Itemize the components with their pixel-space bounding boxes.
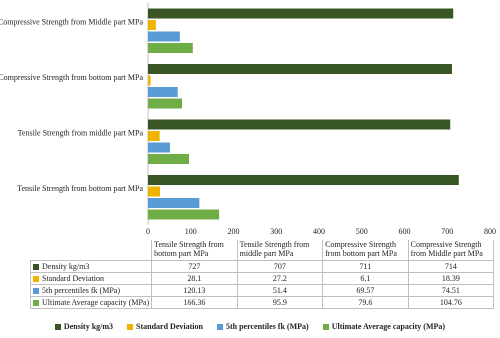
table-row: 5th percentiles fk (MPa) 120.13 51.4 69.57 7… xyxy=(29,284,495,297)
bar xyxy=(148,31,180,42)
legend-item: Density kg/m3 xyxy=(54,322,114,331)
table-row-header: Density kg/m3 xyxy=(29,260,153,273)
legend: Density kg/m3 Standard Deviation 5th perce… xyxy=(0,322,500,331)
table-cell: 18.39 xyxy=(407,272,495,285)
legend-item: Ultimate Average capacity (MPa) xyxy=(322,322,446,331)
table-series-name: Standard Deviation xyxy=(42,274,104,283)
y-tick-label: Tensile Strength from bottom part MPa xyxy=(17,184,143,193)
x-tick-label: 700 xyxy=(441,227,453,236)
x-tick-label: 300 xyxy=(270,227,282,236)
bar xyxy=(148,131,160,141)
legend-item: 5th percentiles fk (MPa) xyxy=(216,322,309,331)
x-tick-label: 800 xyxy=(484,227,496,236)
table-cell: 714 xyxy=(407,260,495,273)
data-table: Tensile Strength from bottom part MPa Ten… xyxy=(29,240,495,309)
table-swatch xyxy=(33,276,39,283)
table-cell: 95.9 xyxy=(236,296,324,309)
bar xyxy=(148,43,193,53)
table-row-header: Standard Deviation xyxy=(29,272,153,285)
x-tick-label: 100 xyxy=(185,227,197,236)
legend-swatch xyxy=(127,323,134,330)
table-cell: 27.2 xyxy=(236,272,324,285)
legend-swatch xyxy=(216,323,223,330)
legend-label: 5th percentiles fk (MPa) xyxy=(225,322,309,331)
bar xyxy=(148,154,189,164)
x-tick-label: 500 xyxy=(356,227,368,236)
y-tick-label: Tensile Strength from middle part MPa xyxy=(18,129,144,138)
bar xyxy=(148,175,459,185)
bar xyxy=(148,119,451,130)
x-tick-label: 0 xyxy=(146,227,150,236)
x-tick-label: 600 xyxy=(399,227,411,236)
table-corner xyxy=(31,240,152,261)
table-cell: 727 xyxy=(151,260,238,273)
x-tick-label: 400 xyxy=(313,227,325,236)
bar xyxy=(148,64,452,74)
bar xyxy=(148,142,170,153)
table-header-cell: Tensile Strength from middle part MPa xyxy=(236,240,324,261)
table-cell: 28.1 xyxy=(151,272,238,285)
x-tick-label: 200 xyxy=(228,227,240,236)
table-cell: 166.36 xyxy=(151,296,238,309)
bar xyxy=(148,75,151,86)
bar xyxy=(148,186,161,197)
bar xyxy=(148,8,454,19)
legend-label: Density kg/m3 xyxy=(63,322,114,331)
table-header-row: Tensile Strength from bottom part MPa Ten… xyxy=(31,240,495,261)
legend-swatch xyxy=(54,323,61,330)
bar xyxy=(148,198,200,208)
table-cell: 74.51 xyxy=(407,284,495,297)
legend-label: Ultimate Average capacity (MPa) xyxy=(331,322,446,331)
table-row-header: Ultimate Average capacity (MPa) xyxy=(29,296,153,309)
legend-label: Standard Deviation xyxy=(136,322,203,331)
table-row: Density kg/m3 727 707 711 714 xyxy=(29,260,495,273)
table-cell: 711 xyxy=(322,260,409,273)
legend-item: Standard Deviation xyxy=(127,322,203,331)
table-cell: 79.6 xyxy=(322,296,409,309)
y-tick-label: Compressive Strength from Middle part MP… xyxy=(0,18,143,27)
legend-swatch xyxy=(322,323,329,330)
table-cell: 104.76 xyxy=(407,296,495,309)
table-header-cell: Compressive Strength from bottom part MP… xyxy=(322,240,409,261)
table-swatch xyxy=(33,288,39,295)
y-tick-label: Compressive Strength from bottom part MP… xyxy=(0,73,143,82)
table-cell: 69.57 xyxy=(322,284,409,297)
table-series-name: 5th percentiles fk (MPa) xyxy=(42,286,120,295)
table-swatch xyxy=(33,300,39,307)
table-cell: 6.1 xyxy=(322,272,409,285)
table-cell: 707 xyxy=(236,260,324,273)
bar xyxy=(148,20,156,30)
table-cell: 120.13 xyxy=(151,284,238,297)
table-row-header: 5th percentiles fk (MPa) xyxy=(29,284,153,297)
bar xyxy=(148,98,183,109)
table-header-cell: Compressive Strength from Middle part MP… xyxy=(407,240,495,261)
table-row: Standard Deviation 28.1 27.2 6.1 18.39 xyxy=(29,272,495,285)
table-swatch xyxy=(33,264,39,271)
table-header-cell: Tensile Strength from bottom part MPa xyxy=(151,240,238,261)
table-row: Ultimate Average capacity (MPa) 166.36 95.… xyxy=(29,296,495,309)
table-cell: 51.4 xyxy=(236,284,324,297)
table-series-name: Ultimate Average capacity (MPa) xyxy=(42,298,150,307)
bar xyxy=(148,87,178,97)
table-series-name: Density kg/m3 xyxy=(42,262,90,271)
bar xyxy=(148,209,220,220)
